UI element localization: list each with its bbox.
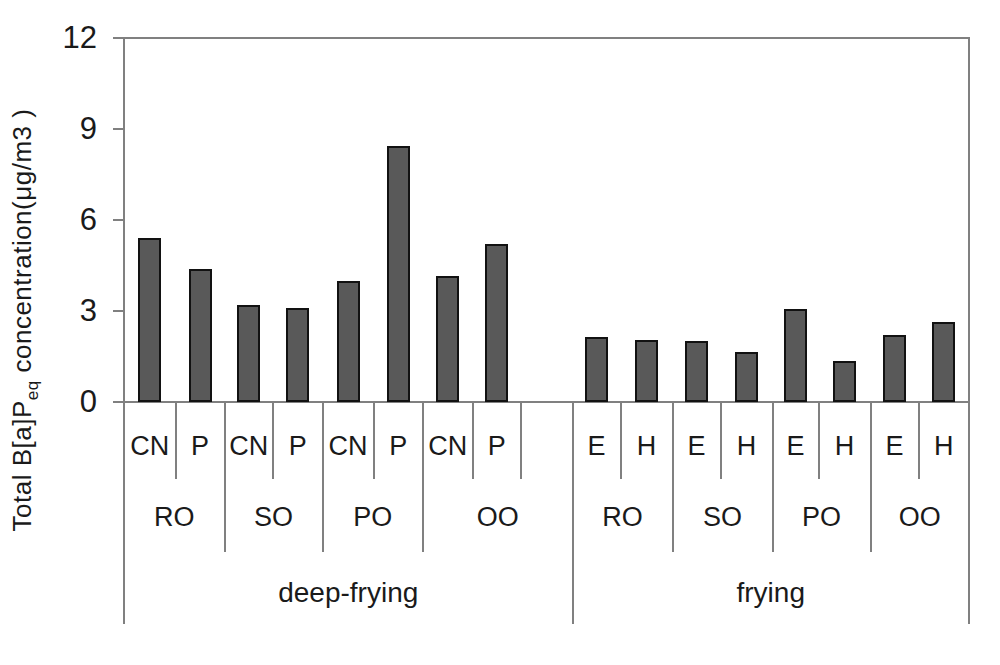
method-group-label: frying bbox=[621, 572, 921, 614]
bar bbox=[337, 281, 360, 402]
pair-divider-line bbox=[918, 402, 920, 479]
bar-chart: Total B[a]Peq concentration(μg/m3 ) 0369… bbox=[0, 0, 1000, 665]
y-tick-mark bbox=[113, 37, 124, 39]
oil-group-label: PO bbox=[323, 497, 423, 537]
bar-pair-label: P bbox=[467, 426, 527, 466]
section-divider-line bbox=[572, 402, 574, 624]
pair-divider-line bbox=[520, 402, 522, 479]
oil-group-label: OO bbox=[870, 497, 970, 537]
bar bbox=[784, 309, 807, 402]
bar-pair-label: H bbox=[914, 426, 974, 466]
oil-divider-line bbox=[672, 402, 674, 552]
bar bbox=[883, 335, 906, 402]
pair-divider-line bbox=[175, 402, 177, 479]
bar bbox=[286, 308, 309, 402]
bar bbox=[635, 340, 658, 402]
oil-divider-line bbox=[772, 402, 774, 552]
bar bbox=[833, 361, 856, 402]
y-axis-title-units: concentration(μg/m3 ) bbox=[7, 109, 37, 381]
y-tick-label: 0 bbox=[25, 384, 97, 420]
oil-divider-line bbox=[224, 402, 226, 552]
pair-divider-line bbox=[472, 402, 474, 479]
oil-divider-line bbox=[422, 402, 424, 552]
bar bbox=[585, 337, 608, 402]
bar bbox=[387, 146, 410, 402]
pair-divider-line bbox=[272, 402, 274, 479]
oil-group-label: SO bbox=[224, 497, 324, 537]
bar bbox=[932, 322, 955, 402]
bar bbox=[189, 269, 212, 402]
y-tick-label: 9 bbox=[25, 111, 97, 147]
bar bbox=[237, 305, 260, 402]
y-tick-mark bbox=[113, 310, 124, 312]
pair-divider-line bbox=[373, 402, 375, 479]
oil-group-label: PO bbox=[772, 497, 872, 537]
oil-divider-line bbox=[322, 402, 324, 552]
section-divider-line bbox=[968, 402, 970, 624]
oil-group-label: RO bbox=[124, 497, 224, 537]
section-divider-line bbox=[123, 402, 125, 624]
bar bbox=[138, 238, 161, 402]
oil-divider-line bbox=[870, 402, 872, 552]
y-tick-label: 3 bbox=[25, 293, 97, 329]
y-tick-label: 12 bbox=[25, 20, 97, 56]
oil-group-label: SO bbox=[673, 497, 773, 537]
bar bbox=[685, 341, 708, 402]
y-tick-mark bbox=[113, 128, 124, 130]
oil-group-label: RO bbox=[573, 497, 673, 537]
bar bbox=[485, 244, 508, 402]
y-tick-mark bbox=[113, 219, 124, 221]
pair-divider-line bbox=[620, 402, 622, 479]
pair-divider-line bbox=[818, 402, 820, 479]
bar bbox=[735, 352, 758, 402]
pair-divider-line bbox=[720, 402, 722, 479]
oil-group-label: OO bbox=[448, 497, 548, 537]
method-group-label: deep-frying bbox=[198, 572, 498, 614]
bar bbox=[436, 276, 459, 402]
y-tick-label: 6 bbox=[25, 202, 97, 238]
